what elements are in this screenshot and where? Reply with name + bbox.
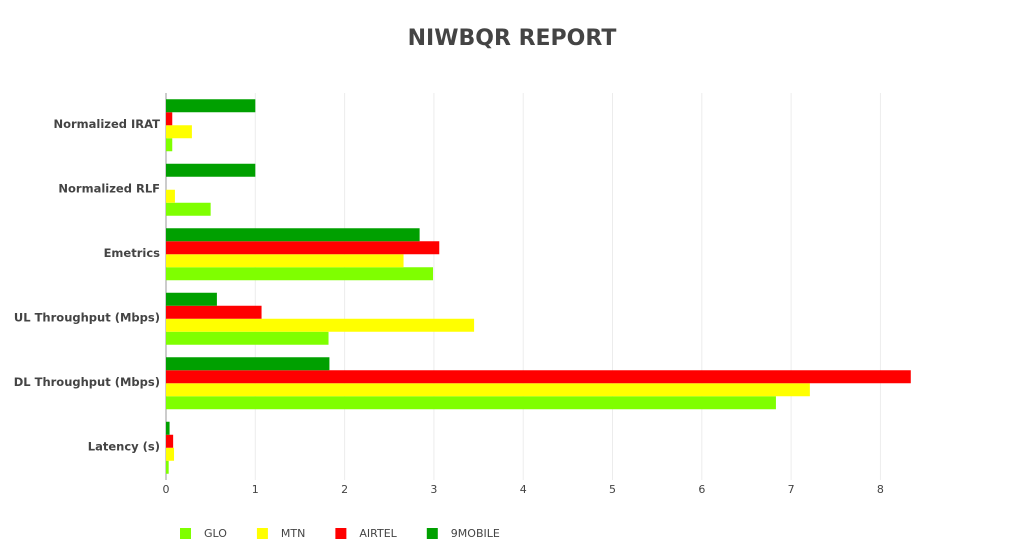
- y-tick-label: UL Throughput (Mbps): [14, 310, 160, 324]
- legend-swatch: [426, 528, 438, 539]
- legend-label: GLO: [204, 527, 227, 540]
- y-tick-label: Normalized IRAT: [53, 117, 160, 131]
- bar: [166, 318, 475, 332]
- x-tick-label: 7: [788, 483, 795, 496]
- y-tick-label: Emetrics: [104, 246, 161, 260]
- bar: [166, 460, 169, 474]
- x-tick-label: 3: [430, 483, 437, 496]
- legend-label: 9MOBILE: [451, 527, 500, 540]
- bar: [166, 434, 174, 448]
- bar: [166, 202, 211, 216]
- legend-label: AIRTEL: [359, 527, 397, 540]
- bar: [166, 331, 329, 345]
- bar: [166, 138, 173, 152]
- bar: [166, 99, 256, 113]
- bar: [166, 189, 175, 203]
- bar: [166, 370, 911, 384]
- legend-label: MTN: [281, 527, 305, 540]
- bar: [166, 421, 170, 435]
- chart-title: NIWBQR REPORT: [408, 26, 617, 51]
- bar: [166, 447, 175, 461]
- y-tick-label: DL Throughput (Mbps): [14, 375, 160, 389]
- x-tick-label: 5: [609, 483, 616, 496]
- x-tick-label: 0: [163, 483, 170, 496]
- bar: [166, 267, 434, 281]
- bar: [166, 112, 173, 126]
- x-tick-label: 1: [252, 483, 259, 496]
- y-tick-label: Latency (s): [88, 439, 160, 453]
- bar: [166, 163, 256, 177]
- bar: [166, 292, 217, 306]
- y-tick-label: Normalized RLF: [58, 181, 160, 195]
- bar: [166, 357, 330, 371]
- bar: [166, 125, 192, 139]
- bar: [166, 305, 262, 319]
- x-tick-label: 4: [520, 483, 527, 496]
- bar: [166, 254, 404, 268]
- x-tick-label: 2: [341, 483, 348, 496]
- x-tick-label: 6: [698, 483, 705, 496]
- bar: [166, 241, 440, 255]
- legend-swatch: [256, 528, 268, 539]
- bar: [166, 383, 810, 397]
- x-tick-label: 8: [877, 483, 884, 496]
- bar: [166, 228, 420, 242]
- legend-swatch: [335, 528, 347, 539]
- bar: [166, 396, 776, 410]
- legend-swatch: [180, 528, 191, 539]
